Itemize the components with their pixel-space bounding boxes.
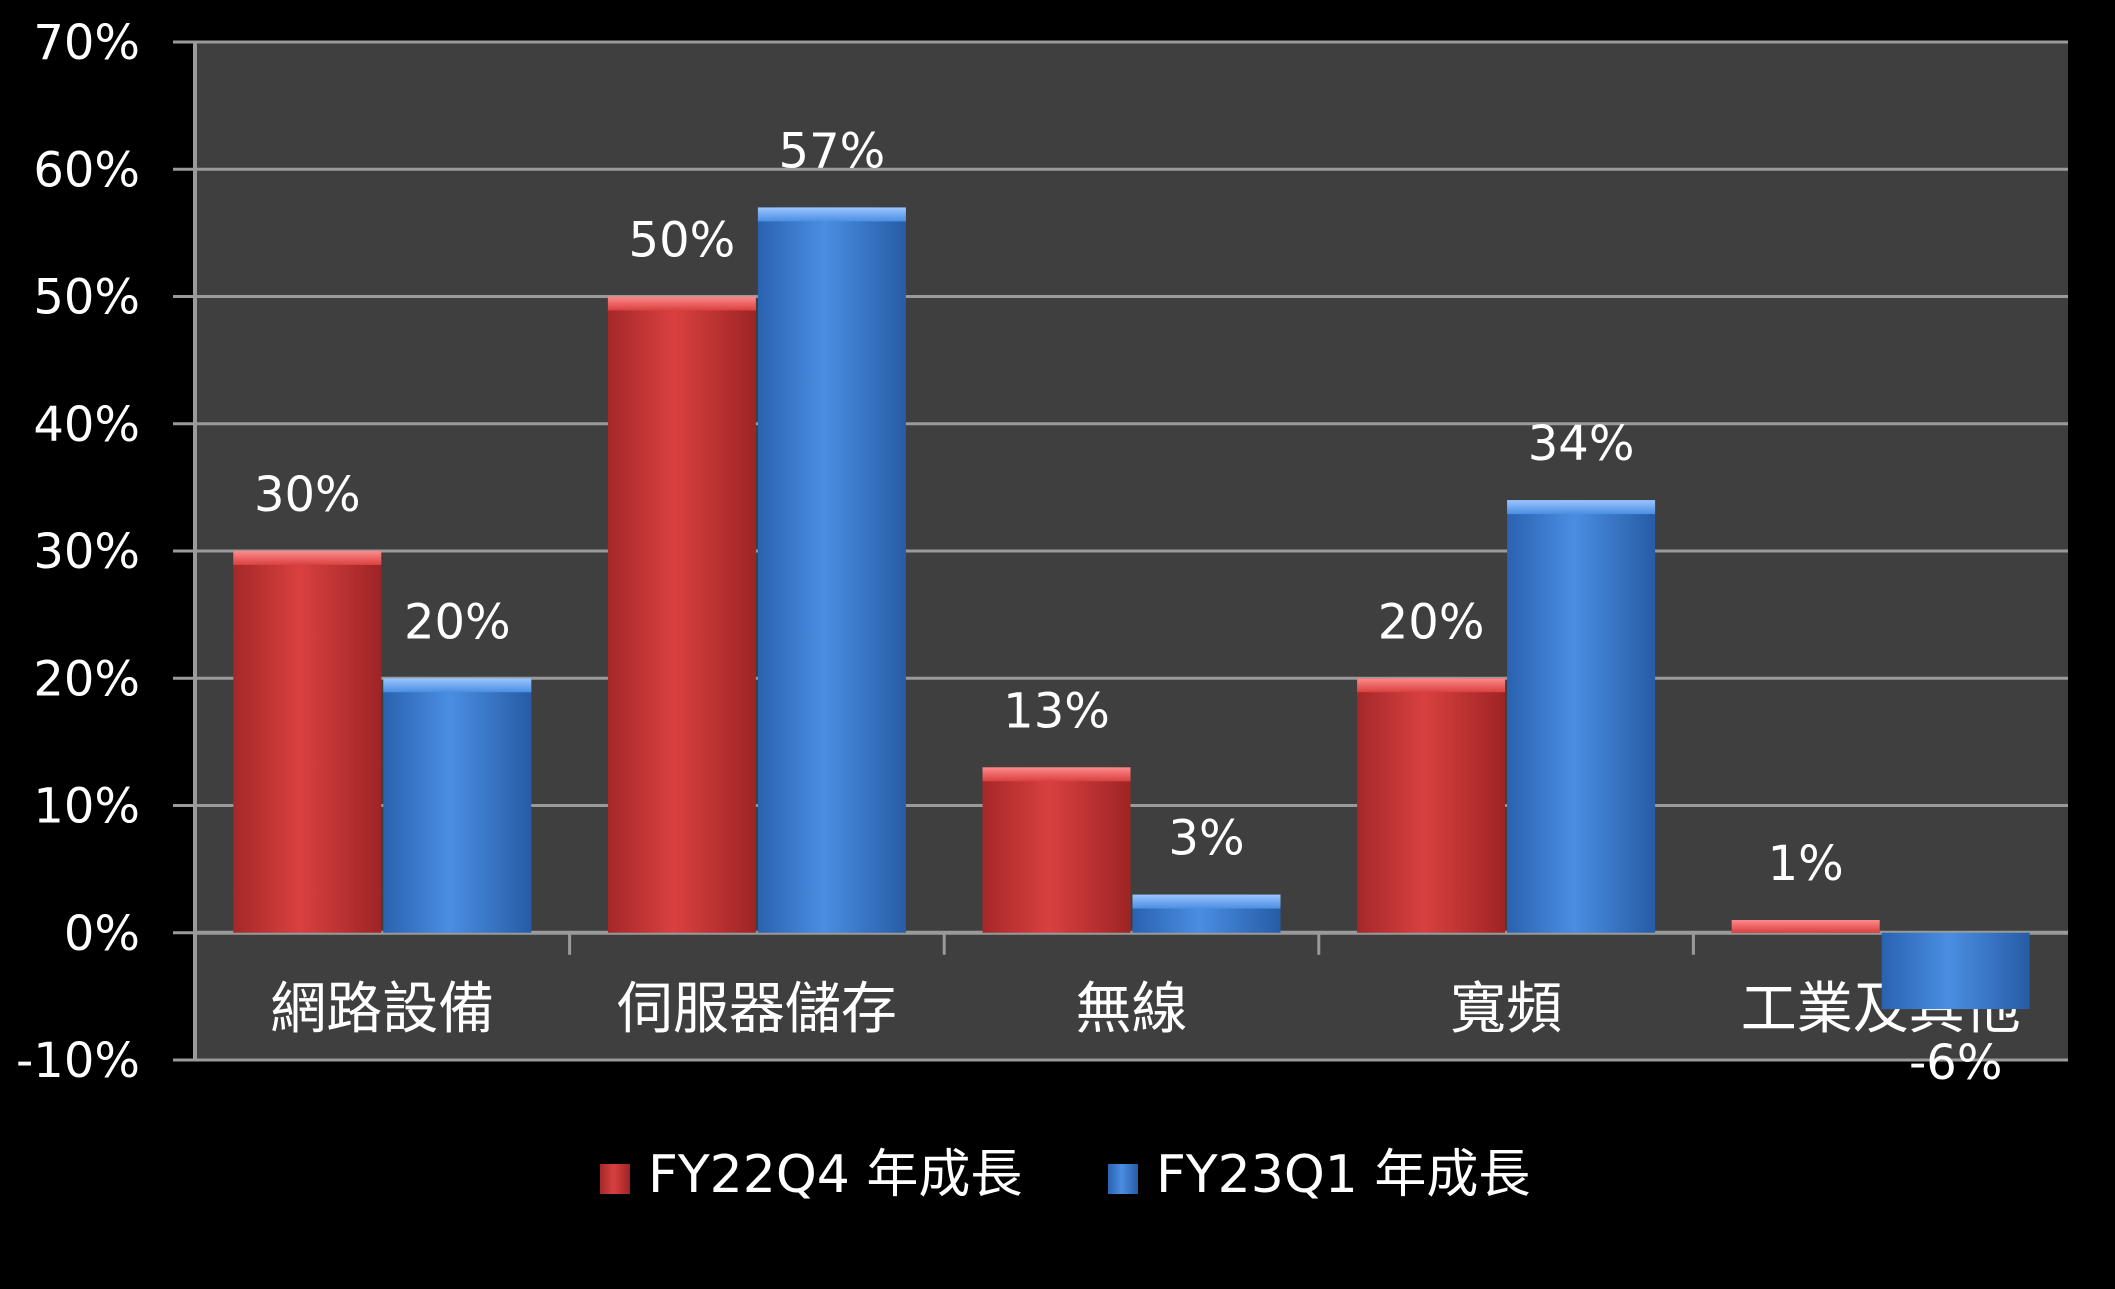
bar bbox=[1357, 678, 1506, 933]
data-labels: 30% 20% 50% 57% 13% 3% 20% 34% 1% -6% bbox=[254, 123, 2002, 1091]
x-category-label: 寬頻 bbox=[1450, 977, 1562, 1042]
data-label: 13% bbox=[1003, 683, 1110, 739]
bar bbox=[1881, 932, 2030, 1010]
data-label: 34% bbox=[1528, 416, 1635, 472]
data-label: 20% bbox=[404, 594, 511, 650]
bars bbox=[233, 207, 2030, 1010]
data-label: 30% bbox=[254, 467, 361, 523]
legend-swatch bbox=[1108, 1164, 1138, 1194]
legend-swatch bbox=[600, 1164, 630, 1194]
bar-highlight bbox=[1731, 920, 1880, 933]
legend-label: FY23Q1 年成長 bbox=[1156, 1145, 1530, 1205]
x-category-label: 無線 bbox=[1076, 977, 1188, 1042]
x-category-label: 伺服器儲存 bbox=[617, 977, 897, 1042]
data-label: 20% bbox=[1378, 594, 1485, 650]
y-tick-label: 30% bbox=[33, 524, 140, 580]
y-tick-label: 40% bbox=[33, 397, 140, 453]
y-tick-label: 20% bbox=[33, 651, 140, 707]
bar bbox=[757, 207, 906, 933]
bar bbox=[1507, 500, 1656, 933]
data-label: 3% bbox=[1168, 811, 1244, 867]
bar-highlight bbox=[757, 207, 906, 222]
data-label: 1% bbox=[1768, 836, 1844, 892]
bar-highlight bbox=[1132, 894, 1281, 909]
x-category-label: 網路設備 bbox=[270, 977, 494, 1042]
y-tick-label: 60% bbox=[33, 142, 140, 198]
bar bbox=[383, 678, 532, 933]
bar-highlight bbox=[1357, 678, 1506, 693]
bar-highlight bbox=[233, 551, 382, 565]
y-tick-label: 0% bbox=[64, 906, 140, 962]
data-label: -6% bbox=[1909, 1035, 2002, 1091]
y-tick-label: -10% bbox=[16, 1033, 140, 1089]
bar-highlight bbox=[982, 767, 1131, 782]
legend-label: FY22Q4 年成長 bbox=[648, 1145, 1022, 1205]
bar-highlight bbox=[607, 296, 756, 311]
axes: -10% 0% 10% 20% 30% 40% 50% 60% 70% 網路設備 伺服器儲存 無線 寬頻… bbox=[16, 15, 2068, 1089]
y-tick-label: 10% bbox=[33, 779, 140, 835]
y-tick-label: 70% bbox=[33, 15, 140, 71]
data-label: 57% bbox=[779, 123, 886, 179]
bar-highlight bbox=[383, 678, 532, 693]
bar bbox=[607, 296, 756, 933]
bar bbox=[233, 551, 382, 933]
data-label: 50% bbox=[629, 213, 736, 269]
y-tick-label: 50% bbox=[33, 270, 140, 326]
bar bbox=[982, 767, 1131, 933]
bar-highlight bbox=[1507, 500, 1656, 515]
legend: FY22Q4 年成長 FY23Q1 年成長 bbox=[600, 1145, 1530, 1205]
